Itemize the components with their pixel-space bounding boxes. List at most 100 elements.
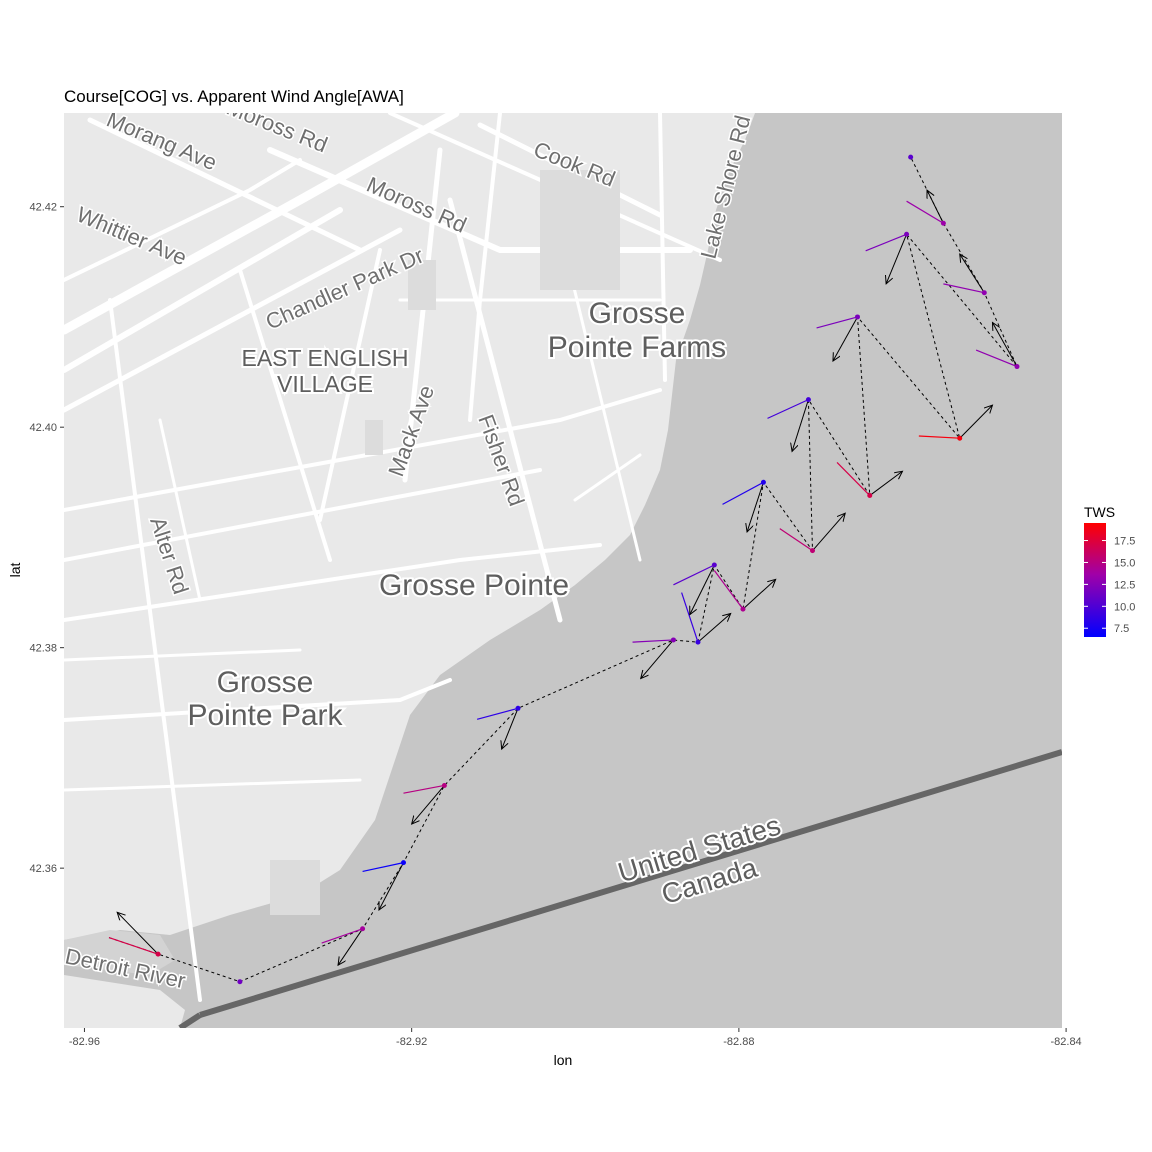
- place-label-grosse-pointe-park-1: Grosse: [217, 666, 314, 699]
- place-label-grosse-pointe: Grosse Pointe: [379, 569, 569, 602]
- track-point: [1014, 364, 1020, 370]
- track-point: [740, 606, 746, 612]
- track-point: [957, 435, 963, 441]
- cog-arrow: [792, 399, 809, 452]
- cog-arrow: [379, 862, 404, 910]
- map-water-lake-st-clair: [64, 113, 1062, 1028]
- legend-tick-label: 15.0: [1114, 557, 1135, 569]
- cog-arrow: [690, 564, 715, 615]
- awa-segment: [476, 707, 519, 720]
- track-point: [360, 926, 366, 932]
- awa-segment: [918, 435, 960, 439]
- cog-arrow: [641, 639, 674, 679]
- y-axis-title: lat: [7, 563, 23, 578]
- cog-arrow: [697, 613, 731, 643]
- cog-arrow: [502, 708, 519, 749]
- cog-arrow: [927, 190, 944, 224]
- legend-tick-label: 10.0: [1114, 601, 1135, 613]
- track-point: [940, 220, 946, 226]
- y-tick-label: 42.36: [29, 863, 57, 875]
- place-label-grosse-pointe-farms-1: Grosse: [589, 297, 686, 330]
- awa-segment: [362, 862, 404, 873]
- cog-arrow: [959, 405, 993, 439]
- place-label-east-english-village-1: EAST ENGLISH: [241, 345, 408, 371]
- cog-arrow: [412, 785, 445, 824]
- x-tick-label: -82.84: [1050, 1036, 1081, 1048]
- map-building: [408, 260, 436, 310]
- track-point: [237, 979, 243, 985]
- cog-arrow: [992, 322, 1018, 367]
- track-point: [670, 637, 676, 643]
- map-building: [365, 420, 383, 455]
- awa-segment: [779, 528, 813, 552]
- map-international-border: [199, 749, 1062, 1018]
- x-tick-label: -82.92: [396, 1036, 427, 1048]
- awa-segment: [681, 592, 699, 643]
- awa-segment: [713, 570, 744, 610]
- cog-arrow: [886, 234, 908, 284]
- cog-arrow: [747, 482, 764, 532]
- x-tick-label: -82.96: [69, 1036, 100, 1048]
- map-building: [270, 860, 320, 915]
- cog-arrow: [338, 928, 363, 965]
- awa-segment: [722, 481, 764, 505]
- track-point: [904, 231, 910, 237]
- x-tick-label: -82.88: [723, 1036, 754, 1048]
- map-background: Morang Ave Moross Rd Moross Rd Cook Rd L…: [64, 113, 1062, 1028]
- cog-arrow: [869, 471, 903, 496]
- cog-arrow: [117, 912, 159, 955]
- chart-title: Course[COG] vs. Apparent Wind Angle[AWA]: [64, 87, 404, 106]
- legend-tick-label: 7.5: [1114, 623, 1129, 635]
- legend-tick-label: 12.5: [1114, 579, 1135, 591]
- track-point: [760, 479, 766, 485]
- place-label-grosse-pointe-farms-2: Pointe Farms: [548, 331, 726, 364]
- map-water-river-channel: [64, 930, 175, 975]
- legend-tick-label: 17.5: [1114, 536, 1135, 548]
- track-point: [515, 705, 521, 711]
- awa-segment: [632, 639, 674, 643]
- track-point: [711, 562, 717, 568]
- track-point: [805, 397, 811, 403]
- y-axis: 42.36 42.38 42.40 42.42: [29, 202, 64, 875]
- awa-segment: [108, 937, 159, 955]
- cog-arrow: [833, 316, 858, 361]
- place-label-grosse-pointe-park-2: Pointe Park: [187, 699, 343, 732]
- track-layer: [108, 154, 1020, 985]
- legend: TWS 7.5 10.0 12.5 15.0 17.5: [1084, 504, 1135, 637]
- track-point: [854, 314, 860, 320]
- track-point: [695, 639, 701, 645]
- legend-title: TWS: [1084, 504, 1115, 520]
- awa-segment: [906, 200, 944, 224]
- place-label-east-english-village-2: VILLAGE: [277, 371, 373, 397]
- track-point: [441, 782, 447, 788]
- awa-segment: [767, 399, 809, 419]
- track-point: [400, 860, 406, 866]
- awa-segment: [321, 928, 363, 944]
- track-point: [867, 493, 873, 499]
- x-axis: -82.96 -82.92 -82.88 -82.84: [69, 1028, 1082, 1048]
- legend-colorbar: [1084, 523, 1106, 637]
- awa-segment: [865, 233, 907, 252]
- awa-segment: [816, 316, 858, 329]
- track-line: [108, 156, 1018, 983]
- awa-segment: [975, 349, 1018, 368]
- cog-arrow: [742, 579, 776, 610]
- y-tick-label: 42.40: [29, 422, 57, 434]
- x-axis-title: lon: [554, 1052, 573, 1068]
- legend-ticks: 7.5 10.0 12.5 15.0 17.5: [1084, 536, 1135, 635]
- map-building: [540, 170, 620, 290]
- map-international-border: [178, 1012, 202, 1028]
- track-point: [908, 154, 914, 160]
- awa-segment: [673, 564, 715, 586]
- cog-arrow: [812, 513, 846, 551]
- awa-segment: [403, 784, 445, 794]
- cog-arrow: [960, 254, 985, 293]
- y-tick-label: 42.42: [29, 202, 57, 214]
- track-point: [810, 548, 815, 554]
- track-point: [155, 951, 161, 957]
- awa-segment: [836, 462, 871, 496]
- track-point: [981, 290, 987, 296]
- awa-segment: [943, 283, 985, 294]
- y-tick-label: 42.38: [29, 643, 57, 655]
